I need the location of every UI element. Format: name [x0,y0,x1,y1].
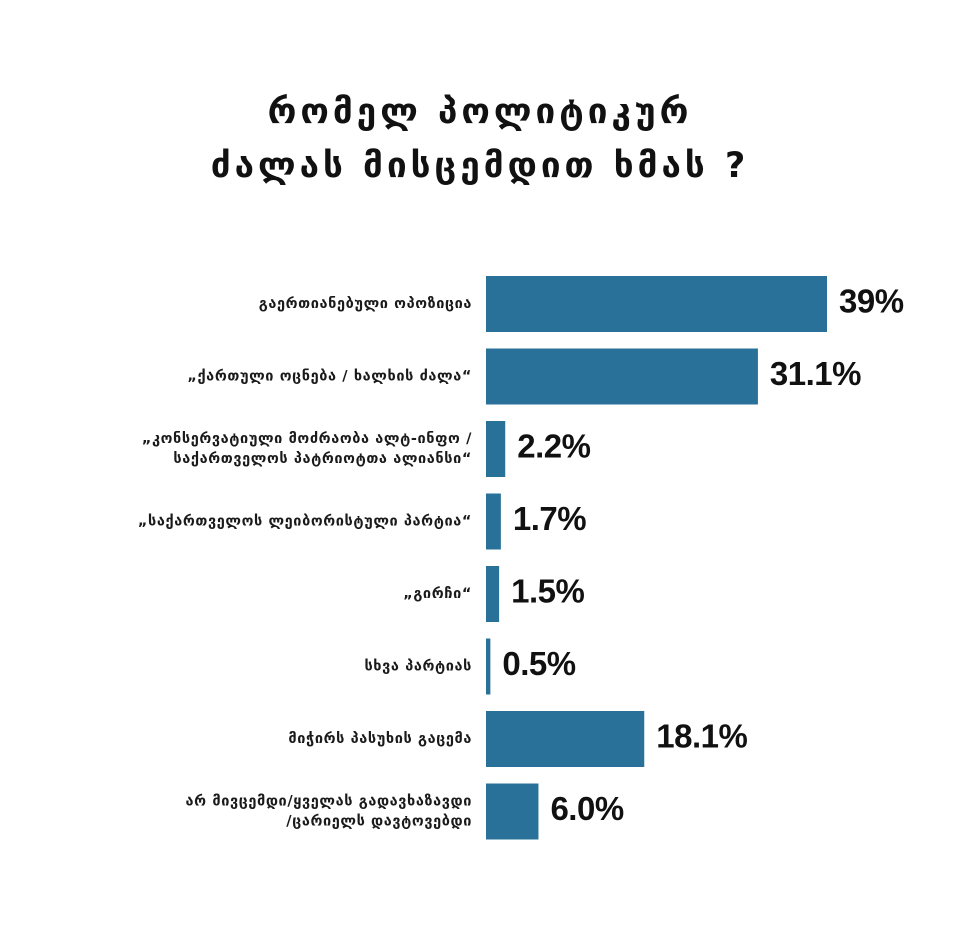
value-label-1: 31.1% [770,355,861,392]
category-label-4: „გირჩი“ [403,586,472,602]
bar-7 [486,783,539,840]
value-label-4: 1.5% [511,573,584,610]
category-label-3: „საქართველოს ლეიბორისტული პარტია“ [138,514,472,530]
bar-4 [486,566,500,622]
bar-2 [486,421,506,477]
category-label-1: „ქართული ოცნება / ხალხის ძალა“ [187,369,472,385]
value-label-5: 0.5% [502,645,575,682]
category-label-2-line-0: „კონსერვატიული მოძრაობა ალტ-ინფო / [142,431,472,447]
value-label-6: 18.1% [656,718,747,755]
value-label-2: 2.2% [517,428,590,465]
bar-0 [486,276,827,332]
bar-6 [486,711,645,767]
bar-5 [486,638,491,695]
value-label-0: 39% [839,283,904,320]
category-label-0: გაერთიანებული ოპოზიცია [259,296,472,312]
bar-1 [486,348,758,405]
chart-title-line-2: ძალას მისცემდით ხმას ? [210,146,750,186]
category-label-7-line-0: არ მივცემდი/ყველას გადავხაზავდი [186,794,472,810]
category-label-2-line-1: საქართველოს პატრიოტთა ალიანსი“ [173,451,472,467]
value-label-3: 1.7% [513,500,586,537]
bar-3 [486,493,501,550]
category-label-5: სხვა პარტიას [364,659,472,675]
chart-title-line-1: რომელ პოლიტიკურ [267,92,693,132]
category-label-7-line-1: /ცარიელს დავტოვებდი [286,814,472,830]
value-label-7: 6.0% [550,790,623,827]
category-label-6: მიჭირს პასუხის გაცემა [288,731,472,747]
